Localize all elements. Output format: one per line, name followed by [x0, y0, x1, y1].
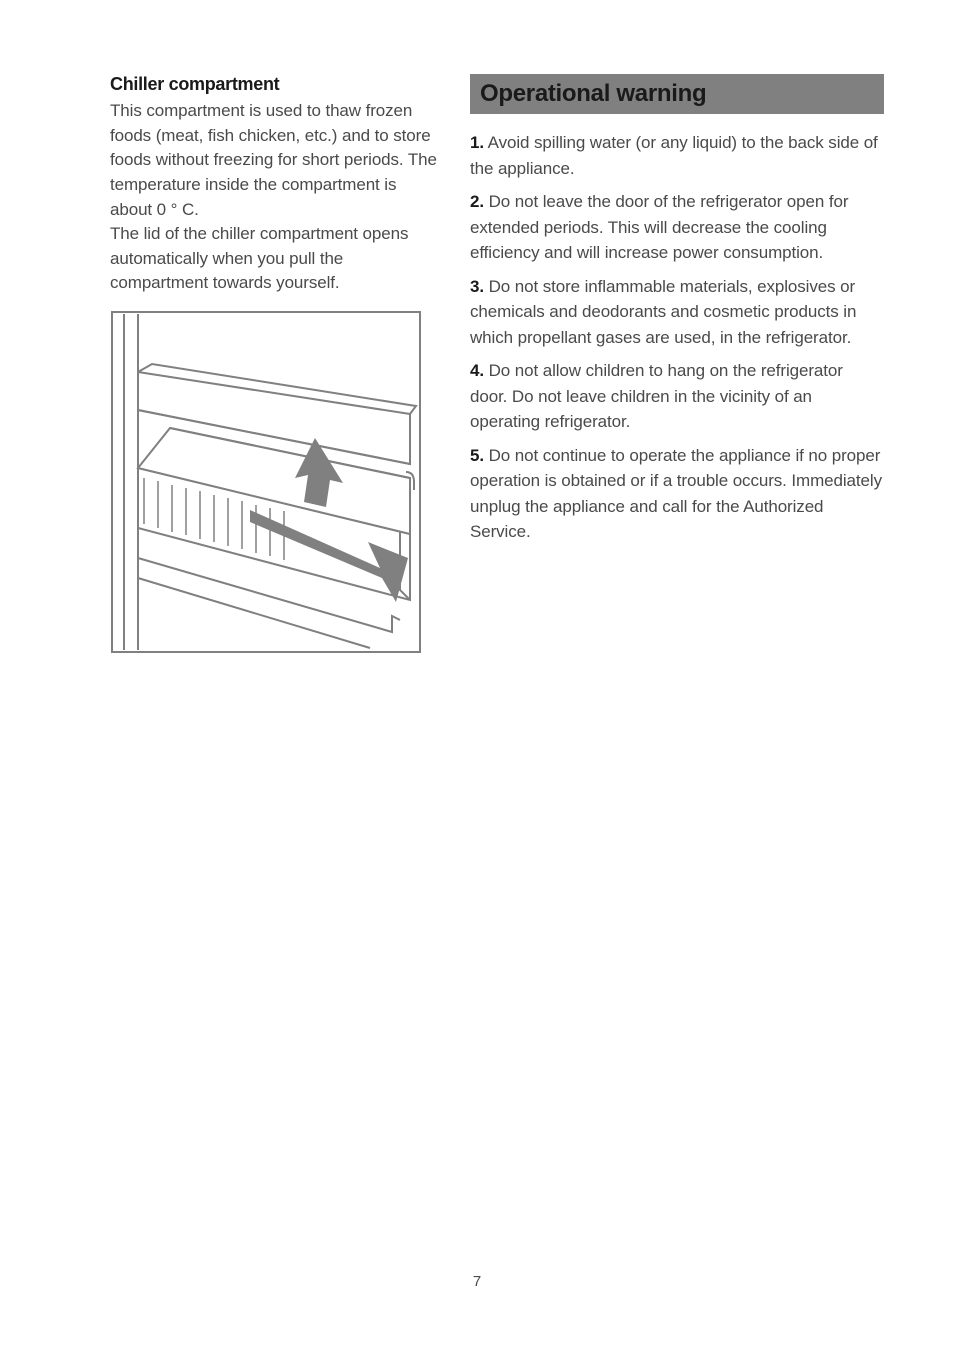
warning-item-text: Do not allow children to hang on the ref… [470, 361, 843, 431]
warning-item-number: 2. [470, 192, 484, 211]
warning-item-text: Avoid spilling water (or any liquid) to … [470, 133, 878, 178]
right-column: Operational warning 1. Avoid spilling wa… [470, 74, 884, 654]
warning-item-text: Do not store inflammable materials, expl… [470, 277, 856, 347]
page-content: Chiller compartment This compartment is … [0, 0, 954, 654]
warning-item-text: Do not continue to operate the appliance… [470, 446, 882, 542]
chiller-body: This compartment is used to thaw frozen … [110, 99, 440, 296]
warning-item: 1. Avoid spilling water (or any liquid) … [470, 130, 884, 181]
page-number: 7 [0, 1273, 954, 1290]
warning-item: 5. Do not continue to operate the applia… [470, 443, 884, 545]
warning-item: 2. Do not leave the door of the refriger… [470, 189, 884, 266]
warning-item-number: 1. [470, 133, 484, 152]
chiller-heading: Chiller compartment [110, 74, 440, 95]
warning-item: 3. Do not store inflammable materials, e… [470, 274, 884, 351]
warning-item: 4. Do not allow children to hang on the … [470, 358, 884, 435]
warning-item-text: Do not leave the door of the refrigerato… [470, 192, 848, 262]
warning-item-number: 5. [470, 446, 484, 465]
warning-list: 1. Avoid spilling water (or any liquid) … [470, 130, 884, 545]
warning-item-number: 3. [470, 277, 484, 296]
operational-warning-title: Operational warning [470, 74, 884, 114]
left-column: Chiller compartment This compartment is … [110, 74, 440, 654]
chiller-diagram [110, 310, 422, 654]
warning-item-number: 4. [470, 361, 484, 380]
